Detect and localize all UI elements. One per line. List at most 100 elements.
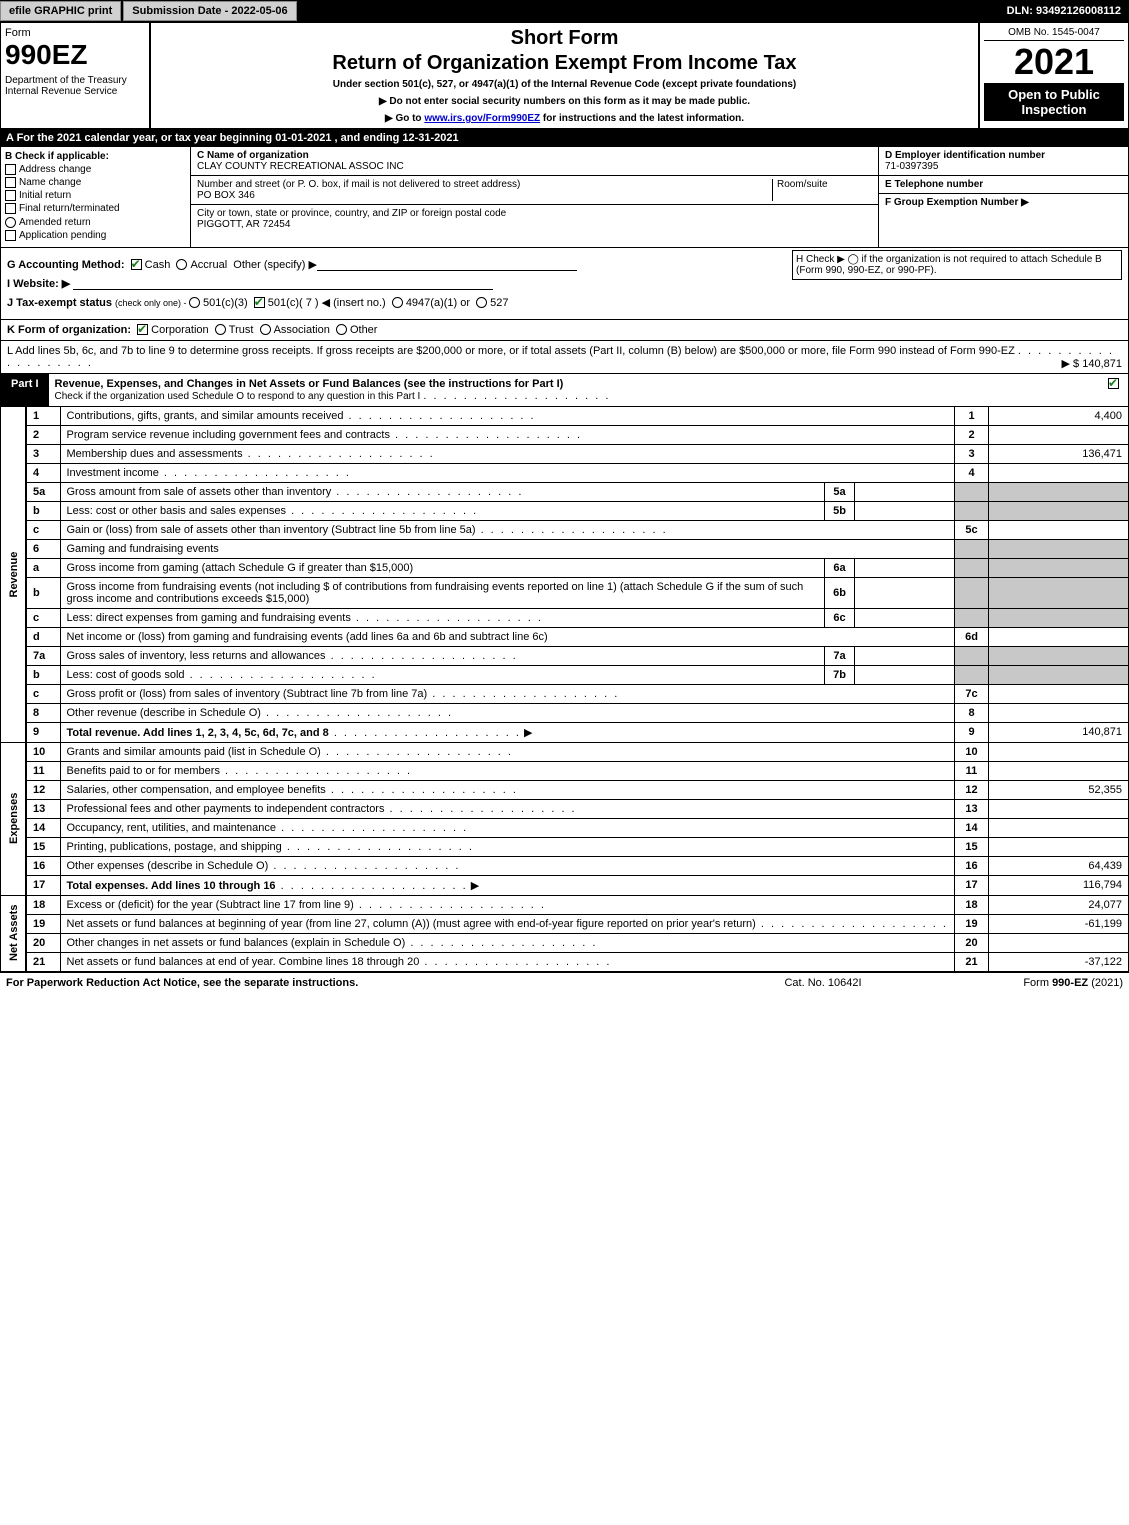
open-public: Open to Public Inspection — [984, 83, 1124, 121]
section-c: C Name of organization CLAY COUNTY RECRE… — [191, 147, 878, 247]
org-name: CLAY COUNTY RECREATIONAL ASSOC INC — [197, 161, 404, 172]
chk-4947[interactable] — [392, 297, 403, 308]
line-20-desc: Other changes in net assets or fund bala… — [60, 933, 955, 952]
ein-value: 71-0397395 — [885, 161, 938, 172]
chk-cash[interactable] — [131, 259, 142, 270]
c-name-row: C Name of organization CLAY COUNTY RECRE… — [191, 147, 878, 176]
line-12-amount: 52,355 — [989, 780, 1129, 799]
chk-accrual[interactable] — [176, 259, 187, 270]
line-11-amount — [989, 761, 1129, 780]
chk-schedule-o[interactable] — [1108, 378, 1119, 389]
chk-app-pending[interactable]: Application pending — [5, 230, 186, 241]
line-6c-sub[interactable] — [855, 608, 955, 627]
part1-tag: Part I — [1, 374, 49, 406]
line-1-amount: 4,400 — [989, 407, 1129, 426]
submission-date-label: Submission Date - — [132, 5, 231, 17]
form-header: Form 990EZ Department of the Treasury In… — [0, 22, 1129, 129]
chk-initial-return[interactable]: Initial return — [5, 190, 186, 201]
footer-catno: Cat. No. 10642I — [723, 977, 923, 989]
submission-date-value: 2022-05-06 — [231, 5, 287, 17]
chk-address-change[interactable]: Address change — [5, 164, 186, 175]
chk-trust[interactable] — [215, 324, 226, 335]
line-7b-sub[interactable] — [855, 665, 955, 684]
department: Department of the Treasury Internal Reve… — [5, 75, 145, 97]
section-b: B Check if applicable: Address change Na… — [1, 147, 191, 247]
line-13-amount — [989, 799, 1129, 818]
line-5c-desc: Gain or (loss) from sale of assets other… — [60, 520, 955, 539]
form-label: Form — [5, 27, 145, 39]
line-10-amount — [989, 742, 1129, 761]
line-7a-sub[interactable] — [855, 646, 955, 665]
line-19-desc: Net assets or fund balances at beginning… — [60, 914, 955, 933]
c-addr-row: Number and street (or P. O. box, if mail… — [191, 176, 878, 205]
chk-527[interactable] — [476, 297, 487, 308]
line-4-amount — [989, 463, 1129, 482]
line-7b-desc: Less: cost of goods sold — [60, 665, 825, 684]
line-6d-desc: Net income or (loss) from gaming and fun… — [60, 627, 955, 646]
line-11-desc: Benefits paid to or for members — [60, 761, 955, 780]
section-ghij: H Check ▶ ◯ if the organization is not r… — [0, 248, 1129, 320]
line-20-amount — [989, 933, 1129, 952]
l-gross-receipts: L Add lines 5b, 6c, and 7b to line 9 to … — [0, 341, 1129, 374]
f-label: F Group Exemption Number ▶ — [885, 197, 1029, 208]
line-5a-desc: Gross amount from sale of assets other t… — [60, 482, 825, 501]
submission-date-button[interactable]: Submission Date - 2022-05-06 — [123, 1, 296, 21]
chk-name-change[interactable]: Name change — [5, 177, 186, 188]
line-5c-amount — [989, 520, 1129, 539]
website-input[interactable] — [73, 278, 493, 290]
line-6b-sub[interactable] — [855, 577, 955, 608]
footer-left: For Paperwork Reduction Act Notice, see … — [6, 977, 723, 989]
header-right: OMB No. 1545-0047 2021 Open to Public In… — [978, 23, 1128, 128]
part1-sub: Check if the organization used Schedule … — [55, 391, 421, 402]
chk-other[interactable] — [336, 324, 347, 335]
note2-pre: ▶ Go to — [385, 113, 424, 124]
line-6a-sub[interactable] — [855, 558, 955, 577]
line-14-desc: Occupancy, rent, utilities, and maintena… — [60, 818, 955, 837]
j-label: J Tax-exempt status — [7, 297, 115, 309]
line-6-desc: Gaming and fundraising events — [60, 539, 955, 558]
part1-header: Part I Revenue, Expenses, and Changes in… — [0, 374, 1129, 407]
line-3-amount: 136,471 — [989, 444, 1129, 463]
efile-print-button[interactable]: efile GRAPHIC print — [0, 1, 121, 21]
line-2-amount — [989, 425, 1129, 444]
note2-post: for instructions and the latest informat… — [543, 113, 744, 124]
org-city: PIGGOTT, AR 72454 — [197, 219, 290, 230]
chk-501c3[interactable] — [189, 297, 200, 308]
subtitle: Under section 501(c), 527, or 4947(a)(1)… — [155, 79, 974, 90]
line-8-desc: Other revenue (describe in Schedule O) — [60, 703, 955, 722]
line-18-amount: 24,077 — [989, 895, 1129, 914]
line-7c-amount — [989, 684, 1129, 703]
dln-value: 93492126008112 — [1036, 5, 1121, 17]
dln-label: DLN: — [1007, 5, 1036, 17]
l-text: L Add lines 5b, 6c, and 7b to line 9 to … — [7, 345, 1015, 357]
dln: DLN: 93492126008112 — [999, 2, 1129, 20]
org-addr: PO BOX 346 — [197, 190, 255, 201]
main-title: Return of Organization Exempt From Incom… — [155, 52, 974, 75]
line-9-desc: Total revenue. Add lines 1, 2, 3, 4, 5c,… — [60, 722, 955, 742]
irs-link[interactable]: www.irs.gov/Form990EZ — [424, 113, 540, 124]
line-7c-desc: Gross profit or (loss) from sales of inv… — [60, 684, 955, 703]
line-5b-sub[interactable] — [855, 501, 955, 520]
line-15-desc: Printing, publications, postage, and shi… — [60, 837, 955, 856]
chk-corp[interactable] — [137, 324, 148, 335]
note-link: ▶ Go to www.irs.gov/Form990EZ for instru… — [155, 113, 974, 124]
chk-final-return[interactable]: Final return/terminated — [5, 203, 186, 214]
line-4-desc: Investment income — [60, 463, 955, 482]
header-left: Form 990EZ Department of the Treasury In… — [1, 23, 151, 128]
line-5a-sub[interactable] — [855, 482, 955, 501]
line-9-amount: 140,871 — [989, 722, 1129, 742]
chk-assoc[interactable] — [260, 324, 271, 335]
side-revenue: Revenue — [1, 407, 27, 743]
chk-501c[interactable] — [254, 297, 265, 308]
part1-chk — [1102, 374, 1128, 406]
chk-amended[interactable]: Amended return — [5, 217, 186, 228]
d-ein: D Employer identification number 71-0397… — [879, 147, 1128, 176]
g-other-input[interactable] — [317, 259, 577, 271]
h-box: H Check ▶ ◯ if the organization is not r… — [792, 250, 1122, 280]
line-16-desc: Other expenses (describe in Schedule O) — [60, 856, 955, 875]
i-label: I Website: ▶ — [7, 278, 70, 290]
line-1-desc: Contributions, gifts, grants, and simila… — [60, 407, 955, 426]
line-3-desc: Membership dues and assessments — [60, 444, 955, 463]
line-14-amount — [989, 818, 1129, 837]
row-a-period: A For the 2021 calendar year, or tax yea… — [0, 129, 1129, 147]
